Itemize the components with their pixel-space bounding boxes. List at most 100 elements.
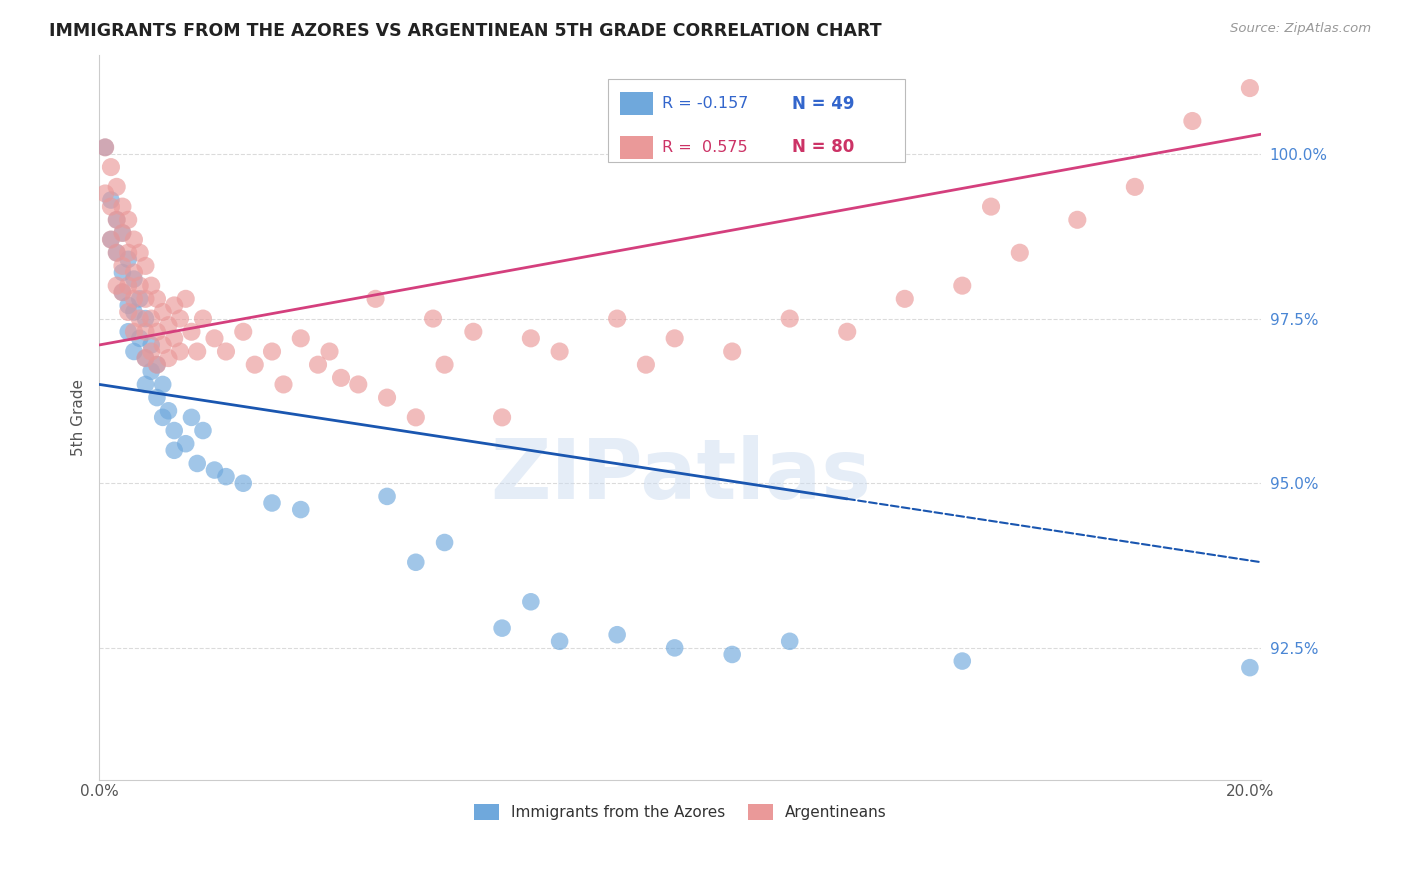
Point	[117, 325, 139, 339]
Legend: Immigrants from the Azores, Argentineans: Immigrants from the Azores, Argentineans	[468, 797, 893, 826]
Point	[111, 200, 134, 214]
Point	[141, 278, 163, 293]
Point	[260, 344, 283, 359]
Point	[117, 298, 139, 312]
Point	[117, 278, 139, 293]
Point	[122, 233, 145, 247]
Point	[111, 285, 134, 300]
Point	[174, 436, 197, 450]
Point	[105, 212, 128, 227]
Point	[186, 344, 208, 359]
Point	[105, 212, 128, 227]
Point	[232, 476, 254, 491]
Point	[163, 424, 186, 438]
Point	[105, 278, 128, 293]
Point	[664, 640, 686, 655]
Point	[405, 410, 427, 425]
Point	[134, 351, 156, 365]
Point	[634, 358, 657, 372]
Point	[779, 311, 801, 326]
Point	[152, 377, 174, 392]
Point	[122, 292, 145, 306]
Point	[128, 245, 150, 260]
Point	[491, 410, 513, 425]
Point	[433, 358, 456, 372]
Bar	[620, 92, 652, 115]
Text: Source: ZipAtlas.com: Source: ZipAtlas.com	[1230, 22, 1371, 36]
Point	[330, 371, 353, 385]
Point	[290, 331, 312, 345]
Point	[94, 140, 117, 154]
Point	[186, 457, 208, 471]
FancyBboxPatch shape	[609, 79, 904, 162]
Point	[191, 424, 214, 438]
Text: ZIPatlas: ZIPatlas	[489, 434, 870, 516]
Point	[100, 160, 122, 174]
Point	[433, 535, 456, 549]
Point	[128, 311, 150, 326]
Point	[100, 193, 122, 207]
Point	[134, 377, 156, 392]
Point	[364, 292, 387, 306]
Point	[273, 377, 295, 392]
Point	[215, 344, 238, 359]
Text: R = -0.157: R = -0.157	[662, 96, 748, 112]
Point	[290, 502, 312, 516]
Point	[117, 245, 139, 260]
Point	[146, 292, 169, 306]
Point	[111, 226, 134, 240]
Point	[146, 358, 169, 372]
Point	[204, 463, 226, 477]
Text: R =  0.575: R = 0.575	[662, 140, 748, 154]
Point	[94, 140, 117, 154]
Text: N = 80: N = 80	[792, 138, 855, 156]
Point	[163, 443, 186, 458]
Point	[307, 358, 329, 372]
Point	[180, 410, 202, 425]
Point	[169, 311, 191, 326]
Point	[980, 200, 1002, 214]
Point	[157, 351, 180, 365]
Point	[169, 344, 191, 359]
Point	[100, 200, 122, 214]
Point	[347, 377, 370, 392]
Point	[122, 265, 145, 279]
Point	[548, 634, 571, 648]
Point	[606, 628, 628, 642]
Point	[243, 358, 266, 372]
Point	[779, 634, 801, 648]
Point	[105, 245, 128, 260]
Point	[134, 292, 156, 306]
Point	[606, 311, 628, 326]
Point	[721, 648, 744, 662]
Point	[174, 292, 197, 306]
Point	[1008, 245, 1031, 260]
Point	[111, 259, 134, 273]
Point	[191, 311, 214, 326]
Point	[463, 325, 485, 339]
Point	[491, 621, 513, 635]
Point	[232, 325, 254, 339]
Bar	[620, 136, 652, 159]
Point	[893, 292, 915, 306]
Point	[111, 265, 134, 279]
Point	[157, 318, 180, 333]
Point	[837, 325, 859, 339]
Point	[318, 344, 340, 359]
Text: N = 49: N = 49	[792, 95, 855, 112]
Point	[1239, 81, 1261, 95]
Point	[215, 469, 238, 483]
Point	[117, 252, 139, 267]
Point	[950, 654, 973, 668]
Point	[520, 331, 543, 345]
Point	[100, 233, 122, 247]
Point	[375, 490, 398, 504]
Point	[548, 344, 571, 359]
Point	[141, 364, 163, 378]
Point	[117, 305, 139, 319]
Point	[94, 186, 117, 201]
Point	[520, 595, 543, 609]
Point	[163, 298, 186, 312]
Point	[128, 331, 150, 345]
Point	[664, 331, 686, 345]
